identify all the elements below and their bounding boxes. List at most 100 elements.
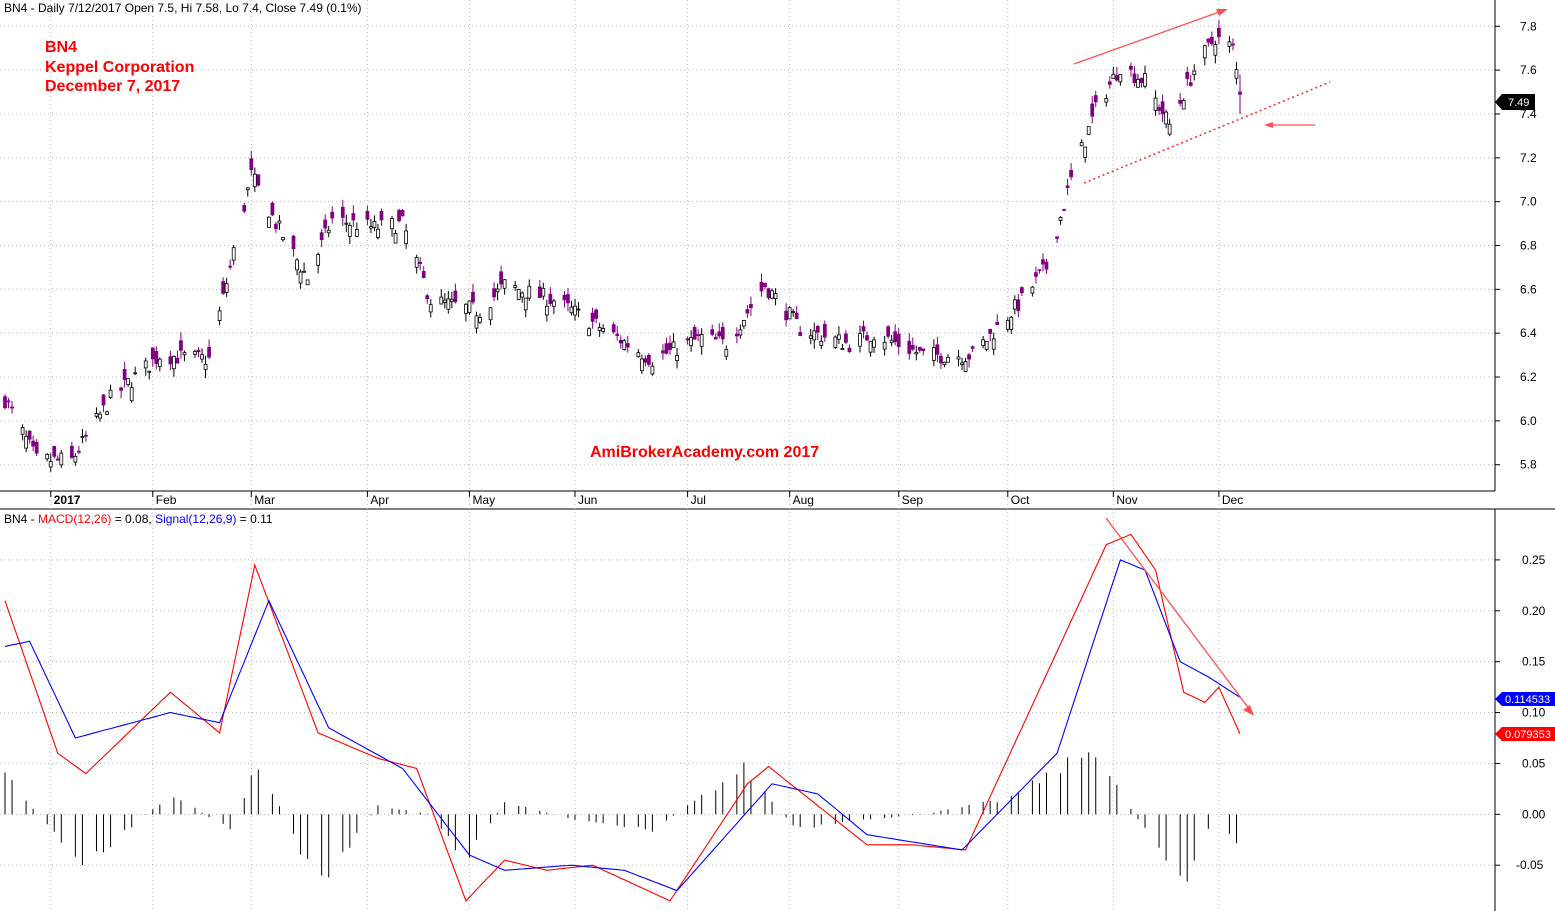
candle-body — [946, 356, 950, 363]
candle-body — [69, 445, 74, 458]
candle-body — [295, 259, 299, 271]
candle-body — [819, 340, 824, 346]
candle-body — [221, 281, 226, 294]
candle-body — [713, 336, 718, 340]
macd-header-suffix: = 0.11 — [236, 512, 272, 526]
candle-body — [73, 455, 78, 463]
candle-body — [812, 330, 817, 341]
candle-body — [896, 333, 901, 348]
candle-body — [1055, 236, 1059, 239]
candle-body — [967, 354, 971, 360]
candle-body — [1019, 287, 1024, 294]
candle-body — [305, 279, 310, 286]
candle-body — [172, 355, 176, 370]
candle-body — [833, 336, 838, 348]
candle-body — [119, 387, 123, 391]
candle-body — [872, 339, 876, 348]
macd-tick-label: -0.05 — [1516, 858, 1544, 872]
candle-body — [464, 303, 468, 314]
candle-body — [3, 396, 7, 409]
candle-body — [446, 298, 451, 310]
candle-body — [122, 368, 127, 381]
candle-body — [650, 365, 655, 375]
candle-body — [414, 257, 419, 268]
candle-body — [815, 325, 820, 333]
candle-body — [55, 458, 60, 461]
candle-body — [910, 344, 915, 350]
x-tick-label: Oct — [1011, 493, 1030, 507]
candle-body — [31, 440, 36, 447]
candle-body — [763, 282, 767, 288]
candle-body — [569, 306, 574, 314]
candle-body — [467, 300, 472, 314]
candle-body — [193, 351, 197, 355]
candle-body — [379, 211, 384, 221]
candle-body — [439, 296, 444, 305]
candle-body — [724, 349, 729, 357]
candle-body — [787, 307, 792, 320]
candle-body — [224, 283, 229, 293]
candle-body — [1034, 272, 1038, 277]
watermark: AmiBrokerAcademy.com 2017 — [590, 444, 819, 461]
candle-body — [939, 355, 943, 364]
candle-body — [495, 288, 500, 293]
candle-body — [921, 348, 926, 351]
macd-marker-bg — [1495, 727, 1555, 741]
signal-marker: 0.114533 — [1495, 692, 1555, 706]
candle-body — [330, 211, 335, 219]
price-grid — [0, 25, 1500, 466]
candle-body — [956, 356, 961, 360]
x-tick-label: Sep — [902, 493, 924, 507]
candle-body — [960, 362, 964, 365]
x-axis-ticks: 2017 Feb Mar Apr May Jun Jul Aug Sep Oct Nov Dec — [50, 0, 1243, 911]
candle-body — [157, 358, 162, 367]
candle-body — [1114, 75, 1119, 81]
x-tick-label: 2017 — [54, 493, 81, 507]
candle-body — [858, 333, 862, 347]
candle-body — [196, 349, 201, 353]
candle-body — [270, 202, 275, 216]
candle-body — [499, 271, 503, 285]
candle-body — [784, 310, 788, 321]
candle-body — [710, 329, 715, 335]
candle-body — [340, 206, 345, 218]
candle-body — [94, 413, 99, 417]
price-tick-label: 6.0 — [1520, 414, 1537, 428]
candle-body — [1062, 209, 1066, 211]
candle-body — [1005, 320, 1010, 330]
candle-body — [249, 158, 254, 171]
candle-body — [397, 209, 401, 222]
candle-body — [671, 341, 676, 348]
x-tick-label: Jul — [691, 493, 706, 507]
candle-body — [1153, 97, 1158, 111]
macd-tick-label: 0.20 — [1522, 604, 1546, 618]
candle-body — [590, 312, 595, 322]
candle-body — [1016, 299, 1021, 312]
candle-body — [207, 346, 211, 358]
candle-body — [242, 204, 247, 212]
candle-body — [418, 261, 423, 264]
candle-body — [1206, 38, 1211, 43]
candle-body — [471, 291, 475, 303]
candle-body — [566, 294, 570, 304]
candle-body — [822, 323, 827, 338]
candle-body — [689, 337, 693, 347]
candle-body — [647, 354, 651, 365]
candle-body — [154, 350, 159, 365]
candle-body — [1058, 217, 1063, 221]
candle-body — [766, 288, 771, 299]
candle-body — [298, 271, 303, 284]
candle-body — [372, 221, 377, 228]
candle-body — [1093, 95, 1098, 103]
annotation-company: Keppel Corporation — [45, 59, 194, 76]
trendlines — [1073, 9, 1331, 716]
candle-body — [1044, 261, 1049, 270]
candle-body — [1009, 316, 1014, 330]
candle-body — [1012, 299, 1017, 310]
candle-body — [59, 452, 64, 466]
candle-body — [907, 340, 912, 354]
candle-body — [717, 331, 722, 337]
candle-body — [474, 315, 479, 329]
price-tick-label: 7.2 — [1520, 151, 1537, 165]
candle-body — [562, 294, 567, 301]
